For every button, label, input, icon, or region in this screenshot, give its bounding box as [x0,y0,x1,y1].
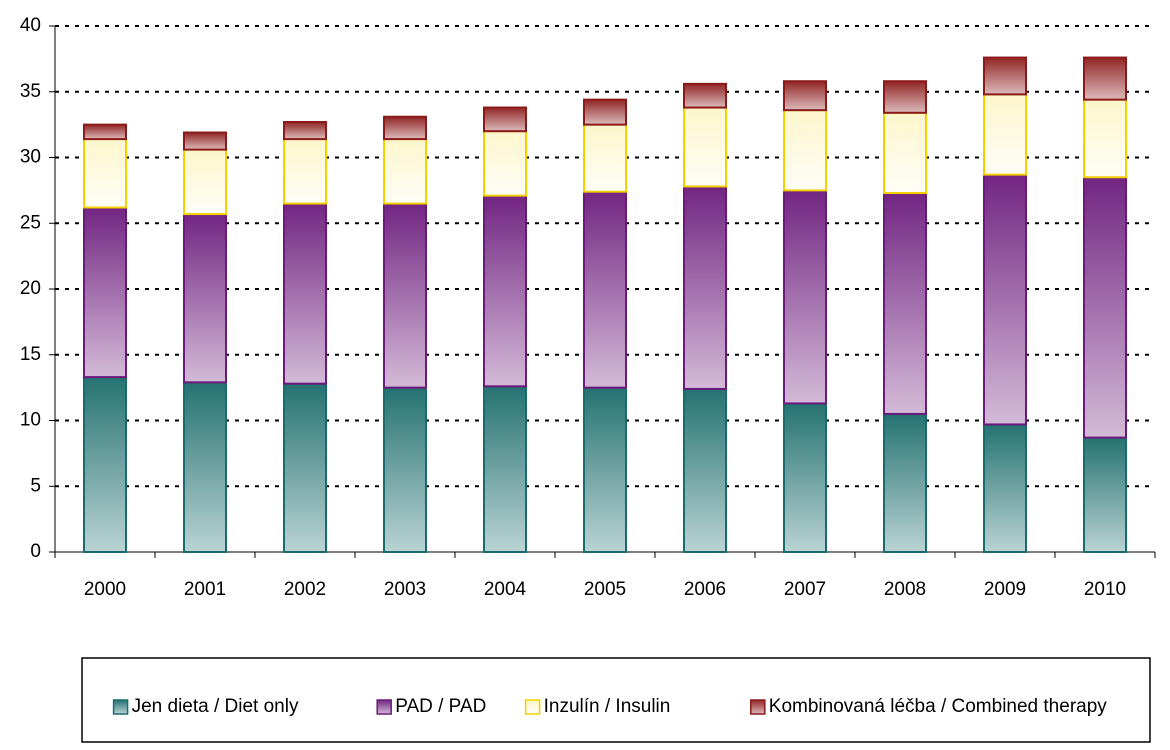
bar-segment [683,82,727,109]
bar-segment [883,192,927,415]
bar-segment [883,111,927,195]
bar-segment [783,80,827,112]
bar-segment [183,148,227,216]
bar-segment [383,115,427,141]
x-tick-label: 2010 [1084,579,1126,600]
bar-segment [483,194,527,388]
x-tick-label: 2004 [484,579,527,600]
bar-segment [83,123,127,141]
bar-segment [983,173,1027,426]
bar-segment [383,202,427,389]
x-tick-label: 2003 [384,579,426,600]
x-tick-label: 2001 [184,579,226,600]
bar-segment [1083,436,1127,553]
y-tick-label: 30 [20,147,41,168]
x-tick-label: 2007 [784,579,826,600]
bar-segment [483,385,527,553]
x-tick-label: 2002 [284,579,326,600]
bar-segment [483,106,527,133]
legend-box [81,657,1151,743]
bar-segment [283,138,327,205]
bar-segment [1083,56,1127,101]
bar-segment [883,80,927,114]
bar-segment [783,402,827,553]
y-tick-label: 25 [20,212,41,233]
bar-segment [1083,176,1127,439]
legend-swatch [112,699,129,715]
x-tick-label: 2000 [84,579,126,600]
bar-segment [283,202,327,385]
bar-segment [583,123,627,193]
y-tick-label: 40 [20,15,41,36]
bar-segment [583,386,627,553]
y-tick-label: 0 [30,541,41,562]
bar-segment [883,412,927,553]
y-tick-label: 15 [20,344,41,365]
y-tick-label: 10 [20,410,41,431]
bar-segment [183,381,227,553]
x-tick-label: 2005 [584,579,626,600]
legend-swatch [376,699,392,715]
bar-segment [783,189,827,405]
x-tick-label: 2006 [684,579,726,600]
bar-segment [483,130,527,197]
legend-label: Kombinovaná léčba / Combined therapy [769,696,1107,717]
bar-segment [983,423,1027,554]
y-tick-label: 35 [20,81,41,102]
bar-segment [83,138,127,209]
bar-segment [383,386,427,553]
x-tick-label: 2008 [884,579,926,600]
bar-segment [583,98,627,126]
bar-segment [583,190,627,389]
legend-label: Inzulín / Insulin [544,696,671,717]
bar-segment [783,109,827,192]
legend-swatch [524,699,541,715]
y-tick-label: 5 [30,475,41,496]
bar-segment [183,213,227,384]
bar-segment [283,382,327,553]
bar-segment [83,206,127,379]
bar-segment [83,376,127,554]
y-tick-label: 20 [20,278,41,299]
bar-segment [683,387,727,553]
legend-swatch [750,699,766,715]
bar-segment [983,56,1027,96]
bar-segment [683,185,727,390]
bar-segment [383,138,427,205]
bar-segment [683,106,727,188]
bar-segment [1083,98,1127,179]
bar-segment [183,131,227,151]
legend-label: PAD / PAD [395,696,486,717]
bar-segment [283,120,327,141]
x-tick-label: 2009 [984,579,1026,600]
legend-label: Jen dieta / Diet only [132,696,299,717]
bar-segment [983,93,1027,176]
